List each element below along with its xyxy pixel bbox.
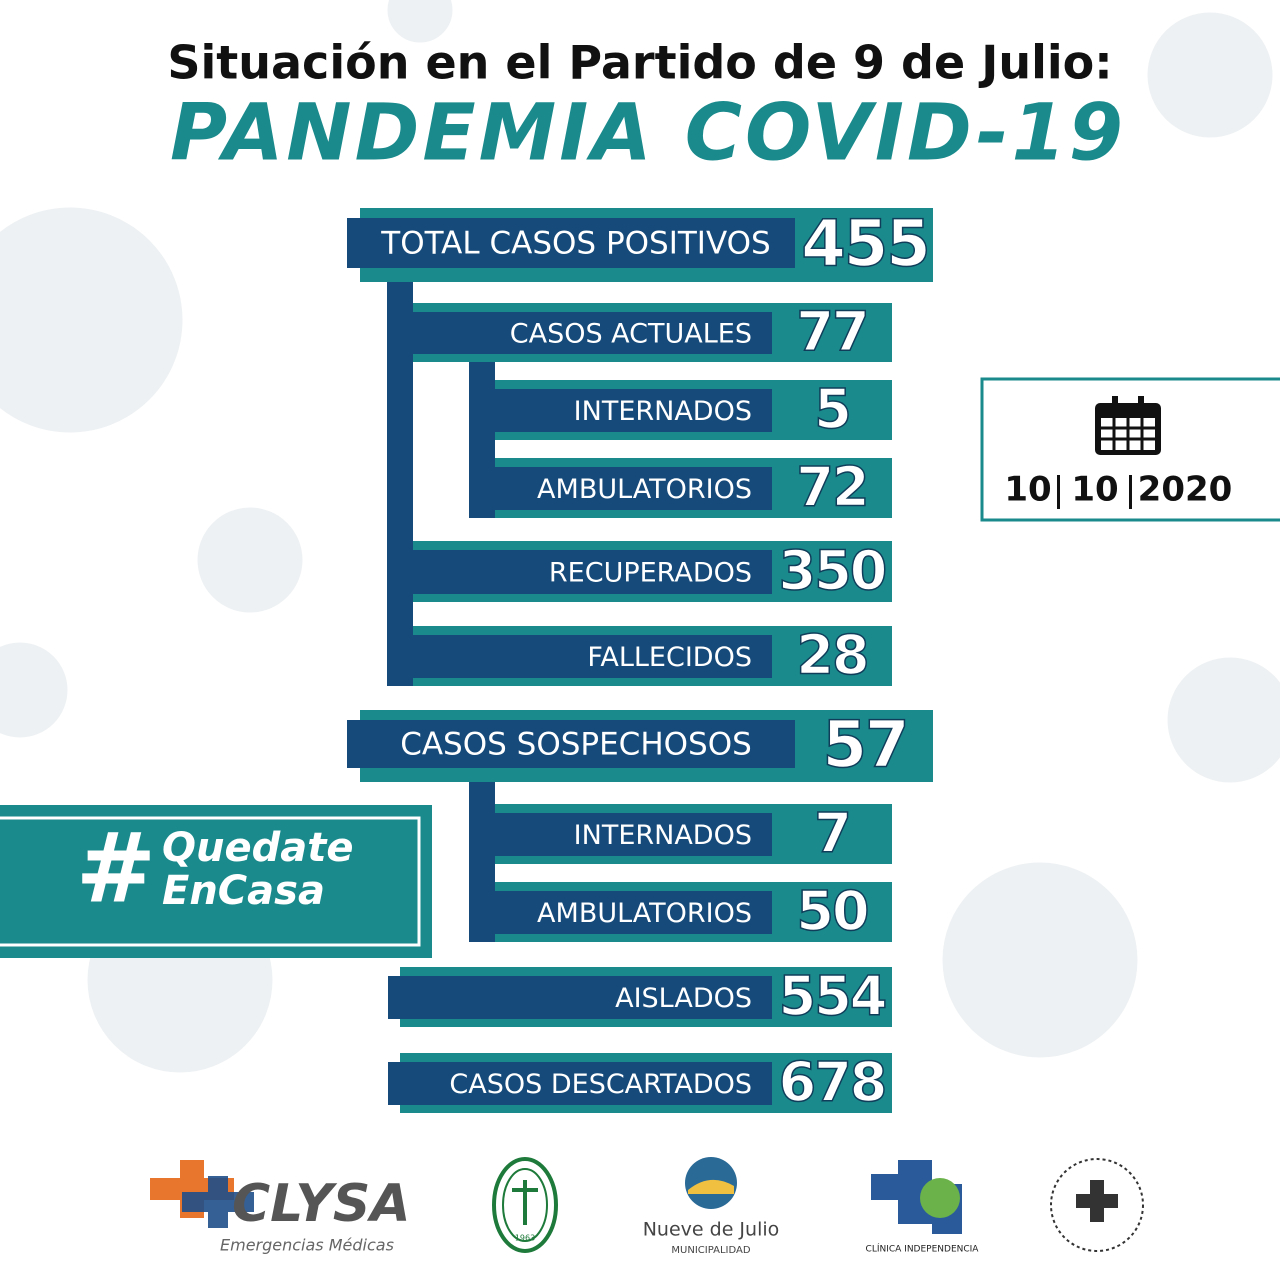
- label-box: [413, 635, 772, 678]
- stat-value: 28: [796, 624, 867, 687]
- label-box: [413, 312, 772, 354]
- stat-label: AMBULATORIOS: [537, 898, 752, 929]
- stat-value: 5: [814, 378, 850, 441]
- label-box: [388, 1062, 772, 1105]
- logo-clysa: CLYSA Emergencias Médicas: [150, 1160, 411, 1255]
- label-box: [495, 389, 772, 432]
- date-year: 2020: [1138, 470, 1233, 510]
- stat-value: 455: [801, 208, 929, 282]
- stat-row: FALLECIDOS 28: [413, 623, 892, 687]
- logo-seal: [1050, 1158, 1144, 1252]
- label-box: [347, 720, 795, 768]
- label-box: [413, 550, 772, 594]
- stat-row: TOTAL CASOS POSITIVOS 455: [347, 207, 933, 282]
- label-box: [495, 813, 772, 856]
- stat-row: INTERNADOS 5: [495, 377, 892, 441]
- stat-label: INTERNADOS: [574, 820, 752, 851]
- connectors: [387, 260, 495, 942]
- logo-circulo: 1963: [492, 1157, 558, 1253]
- stat-value: 50: [796, 880, 867, 943]
- logo-tagline: MUNICIPALIDAD: [671, 1245, 750, 1256]
- logo-text: Nueve de Julio: [643, 1219, 780, 1241]
- subtitle: PANDEMIA COVID-19: [170, 88, 1126, 178]
- logo-text: CLYSA: [232, 1174, 411, 1234]
- hashtag-line: Quedate: [162, 825, 353, 871]
- stat-row: AMBULATORIOS 72: [495, 455, 892, 519]
- logo-text: CLÍNICA INDEPENDENCIA: [866, 1243, 980, 1255]
- logo-clinica: CLÍNICA INDEPENDENCIA: [866, 1160, 980, 1255]
- stat-row: CASOS SOSPECHOSOS 57: [347, 708, 933, 783]
- logo-municipio: Nueve de Julio MUNICIPALIDAD: [643, 1157, 780, 1256]
- stat-label: TOTAL CASOS POSITIVOS: [380, 226, 770, 262]
- stat-label: CASOS ACTUALES: [510, 319, 752, 350]
- logo-year: 1963: [515, 1234, 535, 1243]
- date-box: 10 10 2020: [980, 377, 1280, 522]
- date-month: 10: [1071, 470, 1118, 510]
- stat-label: INTERNADOS: [574, 396, 752, 427]
- hashtag-box: # Quedate EnCasa: [0, 805, 432, 958]
- stat-label: FALLECIDOS: [587, 642, 752, 673]
- stat-label: CASOS DESCARTADOS: [449, 1069, 752, 1100]
- label-box: [347, 218, 795, 268]
- stat-label: RECUPERADOS: [549, 558, 752, 589]
- label-box: [388, 976, 772, 1019]
- label-box: [495, 891, 772, 934]
- stat-value: 57: [822, 709, 907, 783]
- stat-row: AMBULATORIOS 50: [495, 879, 892, 943]
- title: Situación en el Partido de 9 de Julio:: [167, 36, 1112, 90]
- label-box: [495, 467, 772, 510]
- stat-row: AISLADOS 554: [388, 964, 892, 1028]
- stat-label: AISLADOS: [615, 983, 752, 1014]
- logos: CLYSA Emergencias Médicas 1963 Nueve de …: [150, 1157, 1144, 1256]
- logo-tagline: Emergencias Médicas: [220, 1236, 394, 1255]
- stat-row: CASOS ACTUALES 77: [413, 299, 892, 364]
- stat-value: 350: [779, 539, 886, 602]
- stat-row: RECUPERADOS 350: [413, 538, 892, 603]
- stat-value: 554: [779, 965, 886, 1028]
- date-day: 10: [1004, 470, 1051, 510]
- stat-value: 678: [779, 1051, 886, 1114]
- stat-row: INTERNADOS 7: [495, 801, 892, 865]
- stat-value: 77: [796, 300, 867, 363]
- stat-row: CASOS DESCARTADOS 678: [388, 1050, 892, 1114]
- calendar-icon: [1095, 396, 1161, 455]
- stat-label: AMBULATORIOS: [537, 474, 752, 505]
- hashtag-line: EnCasa: [162, 868, 325, 914]
- hashtag-symbol: #: [76, 812, 156, 924]
- stat-label: CASOS SOSPECHOSOS: [400, 727, 752, 763]
- stat-value: 7: [814, 802, 850, 865]
- stat-value: 72: [796, 456, 867, 519]
